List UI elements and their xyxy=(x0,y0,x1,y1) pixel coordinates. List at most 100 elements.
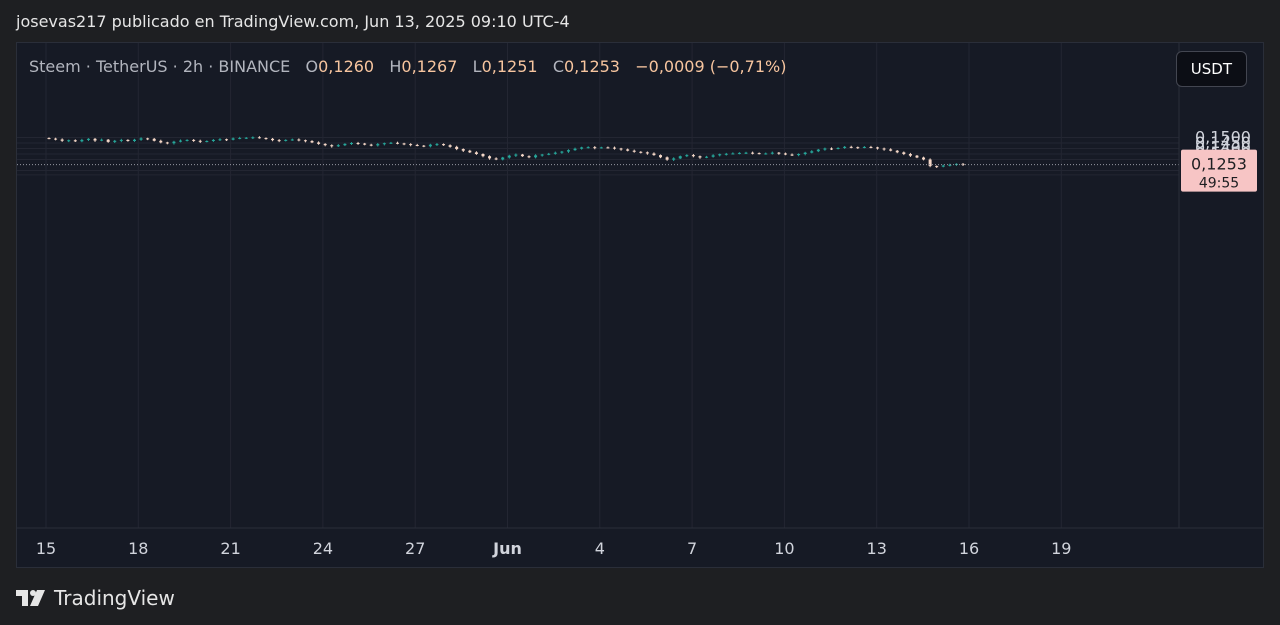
candle-body xyxy=(744,152,748,154)
candle-body xyxy=(935,166,939,168)
symbol-legend[interactable]: Steem · TetherUS · 2h · BINANCE O0,1260 … xyxy=(29,57,786,76)
candle-body xyxy=(849,146,853,148)
candle-body xyxy=(803,152,807,154)
time-tick-label: 18 xyxy=(128,539,148,558)
candle-body xyxy=(941,165,945,167)
candle-body xyxy=(113,140,117,142)
candle-body xyxy=(659,155,663,158)
candle-body xyxy=(185,139,189,141)
candle-body xyxy=(948,164,952,166)
low-value: 0,1251 xyxy=(481,57,538,76)
candle-body xyxy=(599,147,603,149)
candle-body xyxy=(303,140,307,142)
symbol-label[interactable]: Steem · TetherUS · 2h · BINANCE xyxy=(29,57,291,76)
candle-body xyxy=(619,148,623,150)
candle-body xyxy=(198,140,202,142)
candle-body xyxy=(409,144,413,146)
candle-body xyxy=(908,154,912,156)
tradingview-footer[interactable]: TradingView xyxy=(16,586,175,610)
time-tick-label: 4 xyxy=(595,539,605,558)
candle-body xyxy=(317,142,321,144)
candle-body xyxy=(47,138,51,140)
candle-body xyxy=(626,149,630,151)
candle-body xyxy=(488,156,492,159)
low-key: L xyxy=(472,57,482,76)
candle-body xyxy=(573,148,577,151)
candle-body xyxy=(606,147,610,149)
candle-body xyxy=(928,159,932,167)
candle-body xyxy=(192,139,196,141)
candle-body xyxy=(724,153,728,155)
candle-body xyxy=(376,144,380,146)
candle-body xyxy=(698,156,702,158)
candle-body xyxy=(652,153,656,156)
candle-body xyxy=(284,139,288,141)
candle-body xyxy=(553,152,557,154)
high-value: 0,1267 xyxy=(401,57,458,76)
candle-body xyxy=(402,143,406,145)
candle-body xyxy=(310,141,314,143)
time-tick-label: 7 xyxy=(687,539,697,558)
candle-body xyxy=(290,139,294,141)
candle-body xyxy=(566,150,570,152)
candle-body xyxy=(481,154,485,157)
candle-body xyxy=(336,145,340,147)
candle-body xyxy=(902,152,906,154)
currency-button[interactable]: USDT xyxy=(1175,51,1247,87)
candle-body xyxy=(80,139,84,142)
candle-body xyxy=(93,138,97,141)
candle-body xyxy=(632,150,636,152)
candle-body xyxy=(494,158,498,160)
candle-body xyxy=(396,142,400,144)
time-tick-label: 10 xyxy=(774,539,794,558)
price-chart[interactable]: 0,15000,14500,14000,13500,13000,12000,11… xyxy=(17,43,1263,567)
candle-body xyxy=(251,137,255,139)
candle-body xyxy=(211,139,215,142)
time-tick-label: 16 xyxy=(959,539,979,558)
candle-body xyxy=(718,154,722,156)
candle-body xyxy=(165,142,169,144)
candle-body xyxy=(895,150,899,153)
candle-body xyxy=(67,140,71,142)
candle-body xyxy=(428,144,432,147)
time-tick-label: 19 xyxy=(1051,539,1071,558)
candle-body xyxy=(231,138,235,140)
candle-body xyxy=(790,154,794,156)
candle-body xyxy=(277,140,281,142)
candle-body xyxy=(501,157,505,160)
open-key: O xyxy=(305,57,319,76)
bar-countdown: 49:55 xyxy=(1199,176,1239,192)
candle-body xyxy=(435,144,439,146)
candle-body xyxy=(514,154,518,156)
candle-body xyxy=(797,154,801,156)
candle-body xyxy=(323,143,327,146)
candle-body xyxy=(73,140,77,142)
candle-body xyxy=(86,138,90,140)
candle-body xyxy=(474,152,478,154)
last-price-value: 0,1253 xyxy=(1191,155,1247,174)
candle-body xyxy=(593,147,597,149)
grid-lines xyxy=(17,43,1179,528)
chart-panel[interactable]: 0,15000,14500,14000,13500,13000,12000,11… xyxy=(16,42,1264,568)
candle-body xyxy=(179,140,183,142)
candle-body xyxy=(856,147,860,149)
candle-body xyxy=(757,153,761,155)
candle-body xyxy=(422,145,426,147)
brand-name: TradingView xyxy=(54,586,175,610)
candle-body xyxy=(737,152,741,154)
candle-body xyxy=(612,147,616,149)
price-tick-label: 0,1500 xyxy=(1195,128,1251,147)
candle-body xyxy=(100,139,104,141)
candle-body xyxy=(705,156,709,158)
candle-body xyxy=(271,138,275,141)
candle-body xyxy=(639,151,643,153)
candle-body xyxy=(349,143,353,144)
candle-body xyxy=(922,157,926,160)
candle-body xyxy=(547,153,551,155)
candle-body xyxy=(685,155,689,157)
candle-body xyxy=(889,149,893,151)
candle-body xyxy=(527,156,531,158)
candle-body xyxy=(711,155,715,157)
candle-body xyxy=(60,139,64,141)
open-value: 0,1260 xyxy=(318,57,375,76)
